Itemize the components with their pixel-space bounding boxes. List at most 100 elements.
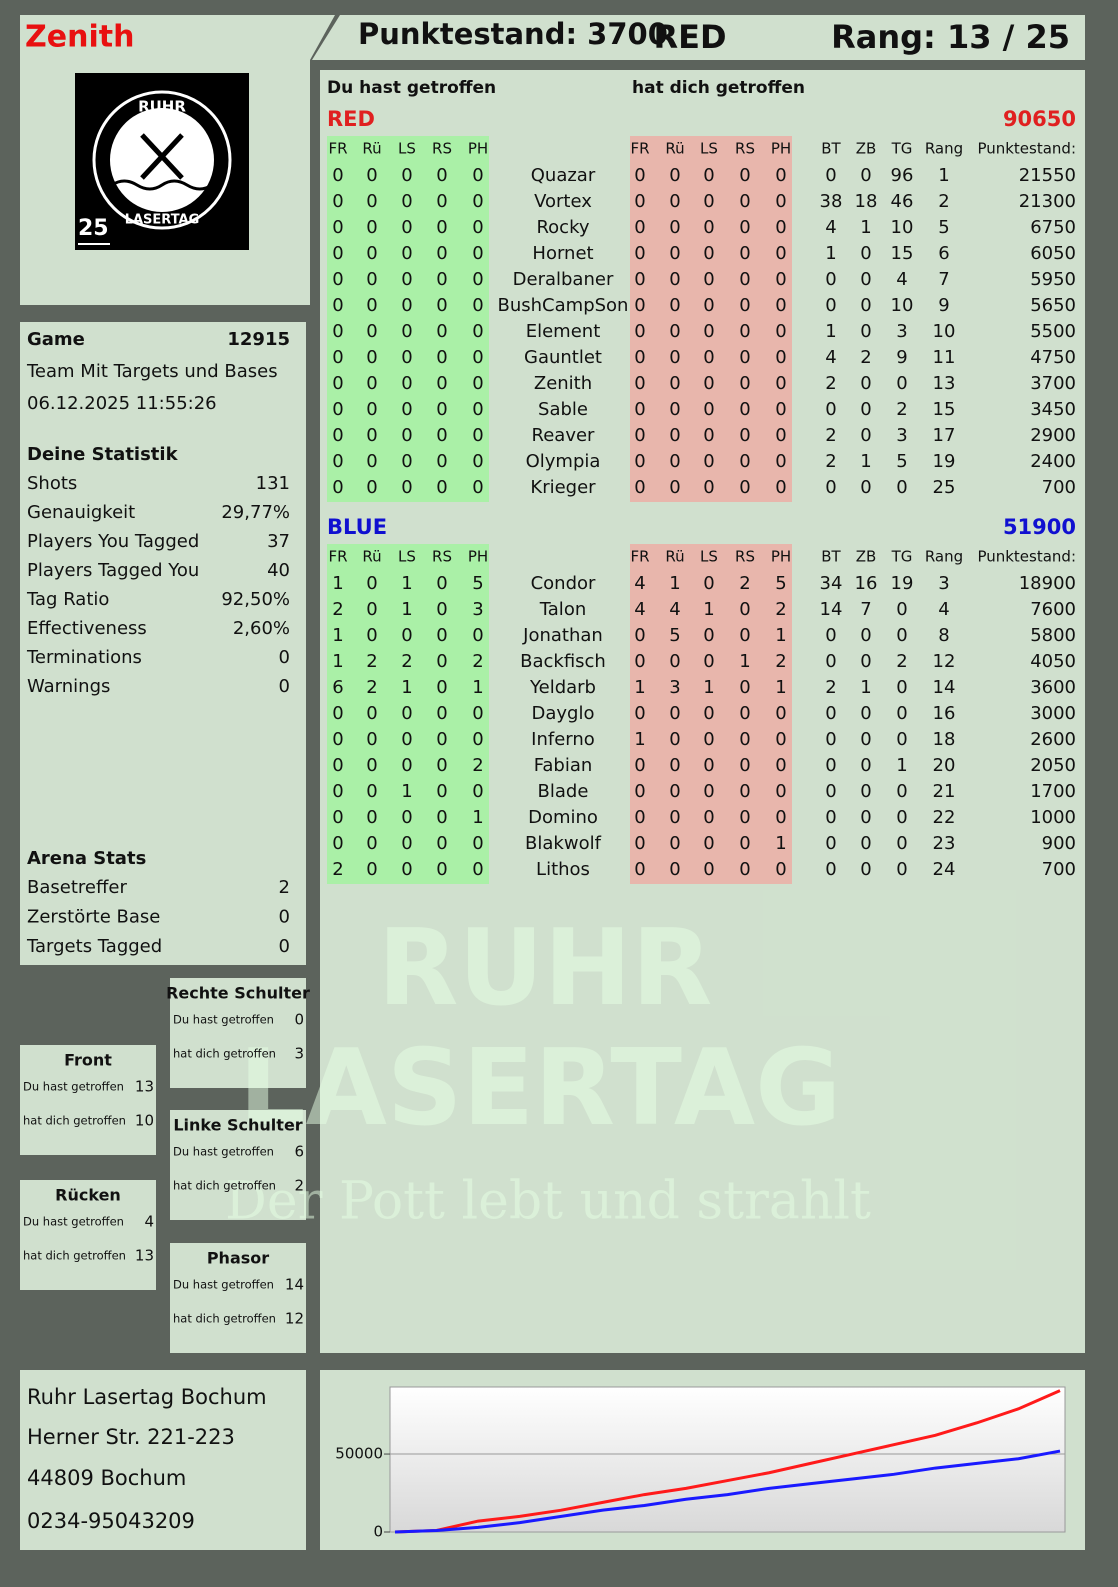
score-cell: 4050 — [1030, 651, 1076, 672]
cell: 2 — [739, 573, 750, 594]
hit-bg — [327, 136, 489, 502]
cell: 0 — [860, 373, 871, 394]
cell: 1 — [825, 321, 836, 342]
cell: 0 — [332, 729, 343, 750]
game-mode: Team Mit Targets und Bases — [26, 361, 278, 382]
cell: 0 — [860, 859, 871, 880]
cell: 0 — [472, 399, 483, 420]
cell: 0 — [634, 399, 645, 420]
cell: 2 — [775, 651, 786, 672]
cell: 7 — [938, 269, 949, 290]
cell: 0 — [634, 373, 645, 394]
cell: 19 — [933, 451, 956, 472]
cell: 0 — [775, 399, 786, 420]
cell: 2 — [366, 651, 377, 672]
cell: 0 — [436, 599, 447, 620]
column-header: ZB — [856, 548, 877, 566]
cell: 0 — [436, 477, 447, 498]
cell: 0 — [775, 191, 786, 212]
cell: 0 — [669, 321, 680, 342]
cell: 0 — [401, 217, 412, 238]
cell: 1 — [634, 729, 645, 750]
column-header: TG — [891, 140, 913, 158]
watermark-text: LASERTAG — [239, 1027, 842, 1149]
cell: 0 — [703, 625, 714, 646]
player-cell: Backfisch — [520, 651, 606, 672]
cell: 1 — [860, 217, 871, 238]
address-line: Ruhr Lasertag Bochum — [27, 1385, 267, 1409]
score-cell: 3600 — [1030, 677, 1076, 698]
cell: 3 — [896, 425, 907, 446]
zone-value: 10 — [135, 1112, 154, 1130]
cell: 0 — [436, 755, 447, 776]
cell: 15 — [933, 399, 956, 420]
cell: 5 — [472, 573, 483, 594]
cell: 0 — [634, 321, 645, 342]
cell: 0 — [825, 833, 836, 854]
cell: 0 — [436, 651, 447, 672]
cell: 1 — [401, 677, 412, 698]
stat-label: Basetreffer — [27, 877, 127, 898]
column-header: Rü — [665, 548, 684, 566]
cell: 0 — [669, 191, 680, 212]
cell: 22 — [933, 807, 956, 828]
cell: 1 — [860, 677, 871, 698]
cell: 0 — [703, 191, 714, 212]
column-header: FR — [328, 548, 347, 566]
cell: 0 — [366, 269, 377, 290]
cell: 0 — [634, 191, 645, 212]
cell: 0 — [332, 295, 343, 316]
logo-number: 25 — [78, 216, 109, 241]
column-header: TG — [891, 548, 913, 566]
cell: 0 — [436, 425, 447, 446]
cell: 0 — [775, 781, 786, 802]
cell: 0 — [896, 599, 907, 620]
score-cell: 2400 — [1030, 451, 1076, 472]
column-header: LS — [700, 548, 718, 566]
cell: 0 — [825, 781, 836, 802]
cell: 0 — [436, 781, 447, 802]
cell: 4 — [825, 217, 836, 238]
cell: 0 — [739, 243, 750, 264]
cell: 0 — [669, 295, 680, 316]
cell: 0 — [634, 243, 645, 264]
cell: 0 — [472, 321, 483, 342]
cell: 0 — [825, 269, 836, 290]
zone-value: 6 — [294, 1143, 304, 1161]
column-header: BT — [821, 140, 841, 158]
cell: 0 — [332, 399, 343, 420]
cell: 24 — [933, 859, 956, 880]
zone-title: Linke Schulter — [173, 1116, 302, 1135]
cell: 0 — [825, 807, 836, 828]
cell: 0 — [472, 625, 483, 646]
column-header: LS — [398, 548, 416, 566]
cell: 0 — [401, 729, 412, 750]
cell: 0 — [366, 573, 377, 594]
cell: 0 — [739, 703, 750, 724]
cell: 0 — [436, 269, 447, 290]
player-cell: Domino — [528, 807, 598, 828]
series-line — [394, 1449, 1061, 1534]
score-cell: 1000 — [1030, 807, 1076, 828]
player-cell: Blade — [538, 781, 589, 802]
cell: 1 — [825, 243, 836, 264]
cell: 4 — [634, 573, 645, 594]
cell: 0 — [634, 269, 645, 290]
column-header: LS — [700, 140, 718, 158]
cell: 6 — [938, 243, 949, 264]
cell: 0 — [739, 191, 750, 212]
cell: 0 — [401, 295, 412, 316]
zone-value: 4 — [144, 1213, 154, 1231]
zone-label: Du hast getroffen — [173, 1278, 274, 1292]
cell: 0 — [669, 729, 680, 750]
got-bg — [630, 544, 792, 884]
zone-label: hat dich getroffen — [173, 1047, 276, 1061]
cell: 7 — [860, 599, 871, 620]
cell: 0 — [825, 651, 836, 672]
cell: 0 — [401, 165, 412, 186]
cell: 0 — [332, 833, 343, 854]
zone-value: 3 — [294, 1045, 304, 1063]
cell: 0 — [775, 703, 786, 724]
cell: 0 — [703, 755, 714, 776]
